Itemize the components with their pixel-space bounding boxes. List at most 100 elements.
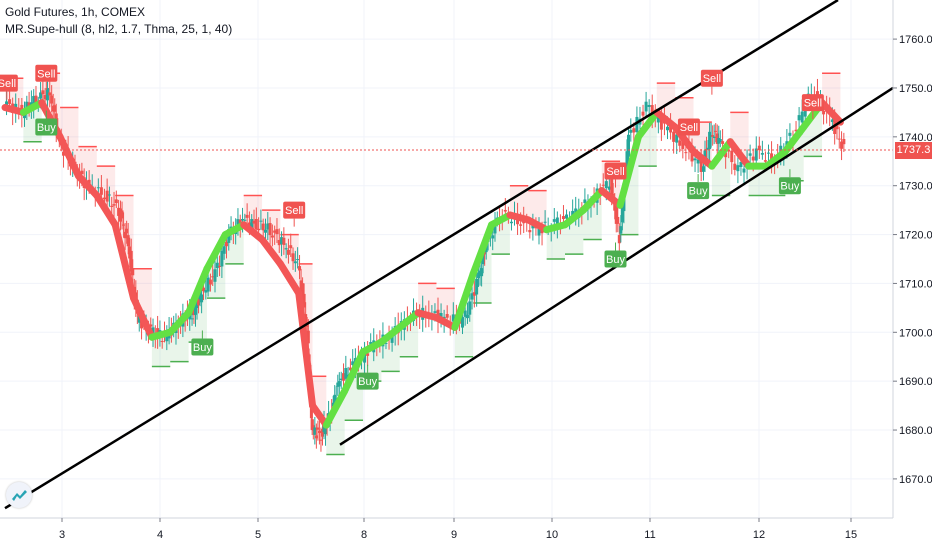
hull-segment bbox=[469, 221, 496, 278]
buy-signal: Buy bbox=[191, 330, 214, 356]
candle-body bbox=[478, 270, 482, 276]
candle-body bbox=[119, 208, 123, 222]
candle-body bbox=[644, 101, 648, 112]
candle-body bbox=[439, 312, 443, 319]
y-tick-label: 1710.0 bbox=[899, 278, 932, 290]
candle-body bbox=[204, 290, 208, 293]
candle-body bbox=[314, 435, 318, 439]
hull-segment bbox=[726, 138, 753, 170]
candle-body bbox=[128, 246, 132, 259]
candle-body bbox=[299, 280, 303, 293]
hull-segment bbox=[295, 289, 317, 410]
candle-body bbox=[333, 394, 337, 410]
candle-body bbox=[277, 239, 281, 246]
candle-body bbox=[53, 105, 57, 112]
candle-body bbox=[305, 323, 309, 328]
candle-body bbox=[32, 96, 36, 107]
signal-label: Sell bbox=[680, 122, 698, 134]
candle-body bbox=[727, 150, 731, 152]
candle-body bbox=[445, 314, 449, 318]
candle-body bbox=[708, 131, 712, 150]
candle-body bbox=[126, 235, 130, 247]
candle-body bbox=[493, 222, 497, 234]
buy-signal: Buy bbox=[35, 110, 58, 136]
candle-body bbox=[626, 134, 630, 157]
candle-body bbox=[610, 175, 614, 197]
candle-body bbox=[261, 223, 265, 231]
candle-body bbox=[213, 269, 217, 282]
symbol-title: Gold Futures, 1h, COMEX bbox=[5, 5, 146, 19]
candle-body bbox=[565, 214, 569, 219]
candle-body bbox=[519, 224, 523, 226]
hull-segment bbox=[818, 99, 844, 126]
candle-body bbox=[711, 135, 715, 137]
signal-label: Sell bbox=[285, 205, 303, 217]
candle-body bbox=[751, 156, 755, 161]
candle-body bbox=[220, 250, 224, 267]
candle-body bbox=[470, 293, 474, 300]
candle-body bbox=[672, 131, 676, 142]
candle-body bbox=[659, 117, 663, 130]
candle-body bbox=[635, 116, 639, 133]
candle-body bbox=[45, 88, 49, 101]
candle-body bbox=[252, 220, 256, 224]
hull-segment bbox=[634, 108, 661, 141]
candle-body bbox=[684, 152, 688, 154]
candle-body bbox=[543, 221, 547, 223]
hull-segment bbox=[258, 235, 284, 268]
candlesticks bbox=[5, 78, 846, 452]
candle-body bbox=[620, 206, 624, 223]
candle-body bbox=[41, 90, 45, 95]
candle-body bbox=[701, 166, 705, 172]
signal-label: Sell bbox=[0, 78, 16, 90]
chart-legend: Gold Futures, 1h, COMEX MR.Supe-hull (8,… bbox=[5, 4, 232, 38]
candle-body bbox=[243, 219, 247, 221]
candle-body bbox=[706, 147, 710, 150]
candle-body bbox=[117, 207, 121, 216]
candle-body bbox=[137, 316, 141, 323]
candle-body bbox=[313, 427, 317, 435]
candle-body bbox=[112, 204, 116, 206]
signal-box bbox=[0, 74, 18, 92]
candle-body bbox=[693, 158, 697, 161]
buy-signal: Buy bbox=[687, 174, 710, 200]
candle-body bbox=[763, 160, 767, 162]
candle-body bbox=[690, 148, 694, 162]
candle-body bbox=[733, 163, 737, 170]
candle-body bbox=[468, 301, 472, 315]
candle-body bbox=[348, 367, 352, 371]
candle-body bbox=[257, 228, 261, 231]
candle-body bbox=[120, 210, 124, 219]
indicator-fill bbox=[730, 112, 749, 167]
candle-body bbox=[198, 291, 202, 300]
hull-segment bbox=[56, 133, 82, 180]
signal-box bbox=[778, 177, 801, 195]
candle-body bbox=[270, 235, 274, 238]
x-tick-label: 8 bbox=[361, 529, 367, 541]
buy-signal: Buy bbox=[356, 364, 379, 390]
candle-body bbox=[369, 342, 373, 345]
candle-body bbox=[433, 311, 437, 313]
hull-segment bbox=[93, 191, 119, 229]
candle-body bbox=[561, 216, 565, 220]
x-tick-label: 11 bbox=[644, 529, 655, 541]
candle-body bbox=[284, 248, 288, 250]
candle-body bbox=[245, 214, 249, 218]
candle-body bbox=[250, 219, 254, 228]
candle-body bbox=[200, 294, 204, 303]
candle-body bbox=[149, 324, 153, 327]
hull-segment bbox=[276, 260, 303, 297]
signal-label: Buy bbox=[37, 122, 56, 134]
candle-body bbox=[273, 230, 277, 233]
candle-body bbox=[110, 205, 114, 207]
channel-upper-line bbox=[4, 0, 839, 510]
candle-body bbox=[537, 227, 541, 236]
signal-box bbox=[35, 64, 58, 82]
candle-body bbox=[669, 125, 673, 133]
tradingview-logo-icon[interactable] bbox=[6, 482, 32, 508]
candle-body bbox=[760, 152, 764, 155]
candle-body bbox=[552, 219, 556, 222]
candle-body bbox=[739, 161, 743, 167]
x-tick-label: 12 bbox=[753, 529, 765, 541]
